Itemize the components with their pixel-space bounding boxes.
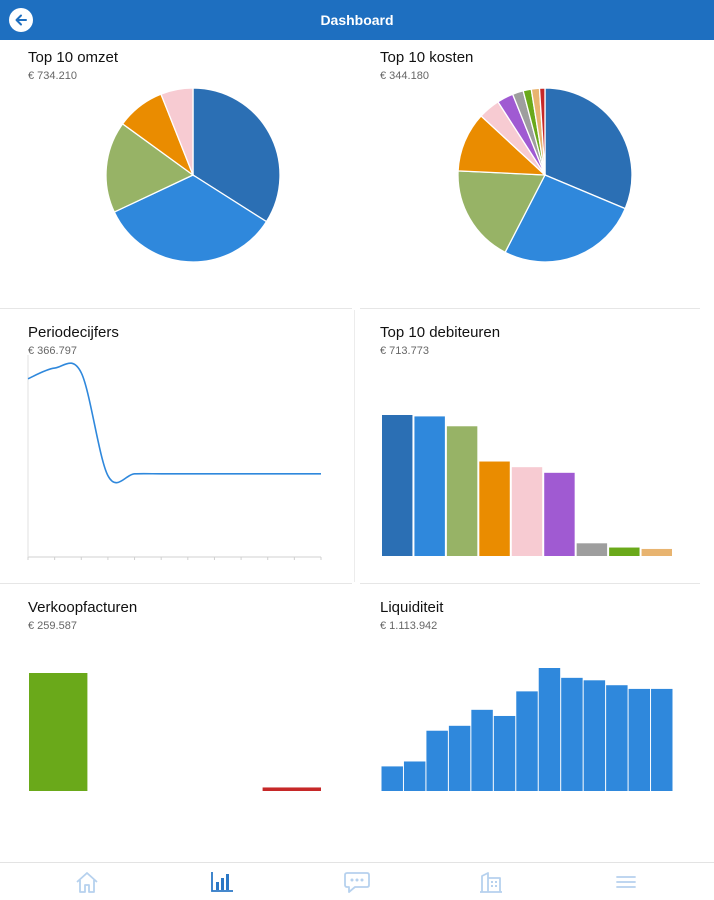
bar[interactable] (471, 709, 493, 791)
tile-title: Verkoopfacturen (28, 599, 138, 616)
dashboard-grid: Top 10 omzet € 734.210 Top 10 kosten € 3… (0, 40, 714, 862)
bar[interactable] (262, 787, 321, 791)
page-title: Dashboard (320, 12, 394, 28)
pie-slice[interactable] (160, 87, 194, 176)
bar[interactable] (479, 461, 510, 556)
series-line (27, 362, 321, 484)
bar[interactable] (414, 416, 445, 556)
pie-chart-kosten (457, 87, 633, 263)
divider (0, 308, 352, 309)
tile-top-10-kosten[interactable]: Top 10 kosten € 344.180 (352, 40, 705, 314)
bar[interactable] (651, 688, 673, 791)
home-icon (76, 872, 98, 893)
bar-chart-debiteuren (382, 415, 672, 556)
tile-verkoopfacturen[interactable]: Verkoopfacturen € 259.587 (0, 590, 353, 864)
tile-liquiditeit[interactable]: Liquiditeit € 1.113.942 (352, 590, 705, 864)
bar[interactable] (544, 472, 575, 556)
arrow-left-circle-icon (15, 14, 27, 26)
tile-title: Top 10 kosten (380, 49, 474, 66)
back-button[interactable] (9, 8, 33, 32)
pie-slice[interactable] (544, 87, 633, 210)
divider (0, 583, 352, 584)
tile-amount: € 366.797 (28, 345, 77, 357)
tab-home[interactable] (67, 867, 107, 897)
tile-top-10-omzet[interactable]: Top 10 omzet € 734.210 (0, 40, 353, 314)
bottom-tab-bar (0, 862, 714, 900)
bar[interactable] (583, 680, 606, 791)
bar-chart-liquiditeit (381, 668, 673, 791)
app-header: Dashboard (0, 0, 714, 40)
bar[interactable] (606, 685, 628, 791)
tile-amount: € 344.180 (380, 70, 429, 82)
bar-chart-icon (211, 872, 233, 892)
tab-company[interactable] (471, 867, 511, 897)
tab-messages[interactable] (337, 867, 377, 897)
bar[interactable] (609, 547, 640, 556)
divider (360, 583, 700, 584)
bar[interactable] (628, 688, 651, 791)
bar[interactable] (29, 673, 88, 791)
tile-periodecijfers[interactable]: Periodecijfers € 366.797 (0, 315, 353, 589)
line-chart-periodecijfers (27, 355, 322, 560)
menu-icon (616, 876, 636, 888)
building-icon (480, 872, 502, 893)
bar[interactable] (381, 766, 403, 791)
pie-slice[interactable] (504, 174, 627, 263)
bar[interactable] (511, 467, 543, 556)
bar[interactable] (576, 543, 608, 556)
pie-slice[interactable] (113, 174, 268, 263)
bar[interactable] (446, 426, 478, 556)
pie-slice[interactable] (457, 170, 547, 254)
tile-amount: € 1.113.942 (380, 620, 438, 632)
pie-chart-omzet (105, 87, 281, 263)
divider (360, 308, 700, 309)
tile-amount: € 734.210 (28, 70, 77, 82)
bar[interactable] (382, 415, 413, 556)
bar-chart-verkoopfacturen (29, 673, 321, 791)
tile-top-10-debiteuren[interactable]: Top 10 debiteuren € 713.773 (352, 315, 705, 589)
tab-menu[interactable] (606, 867, 646, 897)
tile-title: Periodecijfers (28, 324, 119, 341)
bar[interactable] (561, 677, 583, 791)
bar[interactable] (641, 548, 672, 556)
tile-amount: € 713.773 (380, 345, 429, 357)
bar[interactable] (426, 730, 448, 791)
tile-title: Top 10 omzet (28, 49, 119, 66)
bar[interactable] (516, 691, 538, 791)
bar[interactable] (538, 668, 561, 791)
pie-slice[interactable] (105, 122, 195, 213)
tab-statistics[interactable] (202, 867, 242, 897)
tile-title: Top 10 debiteuren (380, 324, 501, 341)
chat-icon (344, 872, 370, 893)
pie-slice[interactable] (538, 87, 546, 176)
divider (354, 310, 355, 582)
bar[interactable] (493, 715, 516, 791)
bar[interactable] (403, 761, 426, 791)
tile-title: Liquiditeit (380, 599, 444, 616)
tile-amount: € 259.587 (28, 620, 77, 632)
bar[interactable] (448, 725, 471, 791)
